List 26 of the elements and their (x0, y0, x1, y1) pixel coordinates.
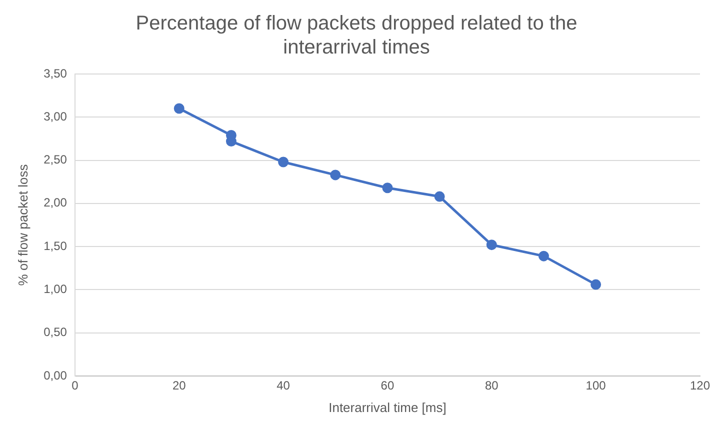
y-tick-label: 2,00 (44, 196, 68, 210)
x-tick-label: 0 (72, 378, 79, 393)
point (382, 182, 393, 194)
point (330, 170, 341, 180)
y-tick-label: 3,50 (44, 66, 68, 80)
point (278, 156, 289, 168)
point (174, 103, 184, 114)
point (590, 279, 602, 290)
point (434, 191, 445, 202)
point (486, 240, 497, 250)
y-tick-label: 0,50 (44, 325, 68, 340)
y-tick-label: 3,00 (44, 109, 68, 124)
y-tick-label: 2,50 (44, 152, 68, 167)
x-tick-label: 60 (380, 378, 394, 393)
x-axis-title: Interarrival time [ms] (328, 400, 446, 415)
point (538, 250, 549, 262)
y-axis-title: % of flow packet loss (15, 164, 30, 286)
y-tick-label: 1,00 (44, 282, 68, 296)
x-tick-label: 120 (690, 378, 710, 393)
x-tick-label: 80 (484, 378, 499, 393)
chart-title: Percentage of flow packets dropped related to the interarrival times (136, 12, 578, 59)
x-tick-label: 20 (172, 378, 186, 393)
y-tick-label: 0,00 (44, 368, 68, 382)
x-tick-label: 40 (276, 378, 290, 393)
y-tick-label: 1,50 (44, 238, 68, 253)
x-tick-label: 100 (586, 378, 606, 393)
